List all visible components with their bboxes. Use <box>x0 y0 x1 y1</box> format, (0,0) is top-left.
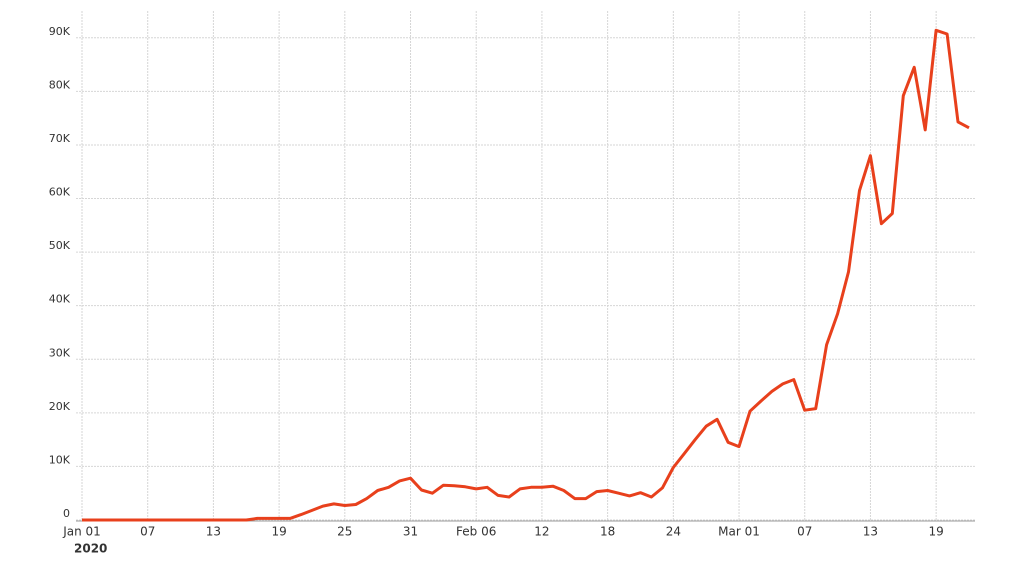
x-tick-label: 07 <box>140 525 155 539</box>
x-tick-label: 13 <box>863 525 878 539</box>
x-tick-label: 25 <box>337 525 352 539</box>
y-tick-label: 30K <box>49 346 71 359</box>
x-tick-label: Feb 06 <box>456 525 496 539</box>
y-tick-label: 10K <box>49 453 71 466</box>
x-tick-label: 13 <box>206 525 221 539</box>
x-tick-label: 31 <box>403 525 418 539</box>
x-tick-label: 19 <box>271 525 286 539</box>
y-tick-label: 0 <box>63 507 70 520</box>
x-tick-label: 24 <box>666 525 681 539</box>
x-tick-label: 12 <box>534 525 549 539</box>
y-tick-label: 50K <box>49 239 71 252</box>
x-tick-label: 07 <box>797 525 812 539</box>
x-tick-label: Jan 01 <box>62 525 101 539</box>
x-tick-label: 18 <box>600 525 615 539</box>
y-tick-label: 60K <box>49 186 71 199</box>
data-line <box>82 28 970 522</box>
y-tick-label: 40K <box>49 293 71 306</box>
x-tick-label: 19 <box>929 525 944 539</box>
x-year-label: 2020 <box>74 542 107 556</box>
y-tick-label: 20K <box>49 400 71 413</box>
y-tick-label: 90K <box>49 25 71 38</box>
y-tick-label: 80K <box>49 78 71 91</box>
x-tick-label: Mar 01 <box>718 525 760 539</box>
y-tick-label: 70K <box>49 132 71 145</box>
